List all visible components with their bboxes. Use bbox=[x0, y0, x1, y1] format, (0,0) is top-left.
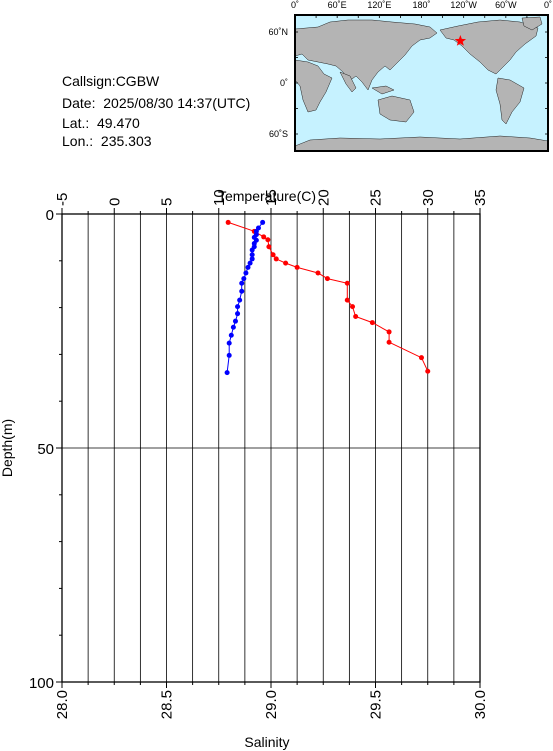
salinity-tick-label: 28.5 bbox=[159, 690, 176, 719]
temperature-tick-label: 0 bbox=[106, 198, 123, 206]
date-text: Date: 2025/08/30 14:37(UTC) bbox=[62, 95, 251, 111]
map-lon-tick-label: 0˚ bbox=[544, 0, 552, 10]
land-greenland bbox=[521, 16, 543, 31]
salinity-data-point bbox=[239, 280, 245, 286]
map-lon-tick-label: 120˚W bbox=[450, 0, 477, 10]
temperature-data-point bbox=[386, 339, 392, 345]
temperature-tick-label: 30 bbox=[420, 189, 437, 206]
salinity-data-point bbox=[249, 252, 255, 258]
temperature-data-point bbox=[418, 355, 424, 361]
temperature-axis-labels: -5 0 5 10 15 20 25 30 35 bbox=[54, 189, 489, 206]
salinity-data-point bbox=[243, 270, 249, 276]
salinity-data-point bbox=[235, 304, 241, 310]
depth-tick-label: 0 bbox=[46, 207, 54, 224]
map-longitude-labels: 0˚ 60˚E 120˚E 180˚ 120˚W 60˚W 0˚ bbox=[291, 0, 552, 10]
temperature-data-point bbox=[315, 270, 321, 276]
land-africa bbox=[294, 59, 333, 113]
temperature-tick-label: 35 bbox=[472, 189, 489, 206]
map-lon-tick-label: 60˚W bbox=[495, 0, 517, 10]
salinity-axis-labels: 28.0 28.5 29.0 29.5 30.0 bbox=[54, 690, 489, 719]
callsign-text: Callsign:CGBW bbox=[62, 73, 160, 89]
land-south-america bbox=[495, 77, 525, 125]
salinity-data-point bbox=[260, 219, 266, 225]
land-antarctica bbox=[294, 135, 549, 152]
salinity-tick-label: 29.5 bbox=[368, 690, 385, 719]
salinity-data-point bbox=[235, 311, 241, 317]
salinity-data-point bbox=[224, 370, 230, 376]
chart-grid bbox=[62, 214, 480, 682]
land-north-america bbox=[439, 19, 539, 75]
map-land bbox=[294, 16, 549, 152]
salinity-data-point bbox=[237, 297, 243, 303]
location-map: 0˚ 60˚E 120˚E 180˚ 120˚W 60˚W 0˚ 60˚N 0˚… bbox=[268, 0, 552, 152]
salinity-data-point bbox=[239, 288, 245, 294]
temperature-profile-line bbox=[228, 221, 429, 372]
land-australia bbox=[377, 95, 415, 123]
temperature-tick-label: 5 bbox=[159, 198, 176, 206]
salinity-data-point bbox=[249, 247, 255, 253]
map-lon-tick-label: 120˚E bbox=[367, 0, 391, 10]
salinity-data-point bbox=[230, 324, 236, 330]
depth-axis-title: Depth(m) bbox=[0, 419, 15, 477]
land-india bbox=[339, 71, 357, 93]
salinity-data-point bbox=[228, 332, 234, 338]
map-lon-tick-label: 60˚E bbox=[328, 0, 347, 10]
temperature-data-point bbox=[324, 276, 330, 282]
map-lon-tick-label: 180˚ bbox=[412, 0, 430, 10]
land-indonesia bbox=[371, 85, 395, 95]
axis-tick-marks bbox=[56, 208, 481, 688]
temperature-data-point bbox=[425, 368, 431, 374]
map-lat-tick-label: 0˚ bbox=[280, 78, 288, 88]
temperature-axis-title: Temperature(C) bbox=[218, 188, 316, 204]
temperature-tick-label: 10 bbox=[211, 189, 228, 206]
temperature-data-point bbox=[350, 304, 356, 310]
salinity-data-point bbox=[247, 260, 253, 266]
map-lon-tick-label: 0˚ bbox=[291, 0, 299, 10]
map-frame bbox=[294, 14, 549, 152]
map-lat-tick-label: 60˚N bbox=[268, 27, 288, 37]
temperature-data-point bbox=[261, 234, 267, 240]
temperature-tick-label: 25 bbox=[368, 189, 385, 206]
salinity-data-point bbox=[245, 264, 251, 270]
temperature-tick-label: 20 bbox=[315, 189, 332, 206]
temperature-data-point bbox=[294, 264, 300, 270]
salinity-axis-title: Salinity bbox=[244, 734, 289, 750]
temperature-data-point bbox=[386, 329, 392, 335]
map-lat-tick-label: 60˚S bbox=[269, 129, 288, 139]
depth-tick-label: 100 bbox=[29, 675, 54, 692]
temperature-tick-label: 15 bbox=[263, 189, 280, 206]
salinity-tick-label: 30.0 bbox=[472, 690, 489, 719]
map-latitude-labels: 60˚N 0˚ 60˚S bbox=[268, 27, 288, 139]
temperature-data-point bbox=[369, 320, 375, 326]
salinity-data-point bbox=[226, 352, 232, 358]
temperature-data-point bbox=[266, 244, 272, 250]
depth-axis-labels: 0 50 100 bbox=[29, 207, 54, 692]
salinity-data-point bbox=[249, 256, 255, 262]
depth-tick-label: 50 bbox=[37, 441, 54, 458]
temperature-data-point bbox=[270, 252, 276, 258]
salinity-tick-label: 28.0 bbox=[54, 690, 71, 719]
profile-chart: -5 0 5 10 15 20 25 30 35 28.0 28.5 29.0 … bbox=[0, 188, 489, 750]
station-star-icon bbox=[454, 35, 467, 46]
latitude-text: Lat.: 49.470 bbox=[62, 115, 140, 131]
temperature-data-point bbox=[273, 256, 279, 262]
temperature-tick-label: -5 bbox=[54, 193, 71, 206]
temperature-data-point bbox=[265, 237, 271, 243]
longitude-text: Lon.: 235.303 bbox=[62, 133, 152, 149]
salinity-data-point bbox=[241, 276, 247, 282]
profile-series bbox=[224, 219, 431, 376]
salinity-data-point bbox=[226, 340, 232, 346]
temperature-data-point bbox=[344, 297, 350, 303]
salinity-tick-label: 29.0 bbox=[263, 690, 280, 719]
salinity-data-point bbox=[232, 318, 238, 324]
land-eurasia bbox=[294, 19, 438, 91]
temperature-data-point bbox=[283, 260, 289, 266]
temperature-data-point bbox=[344, 280, 350, 286]
temperature-data-point bbox=[353, 313, 359, 319]
temperature-data-point bbox=[225, 219, 231, 225]
